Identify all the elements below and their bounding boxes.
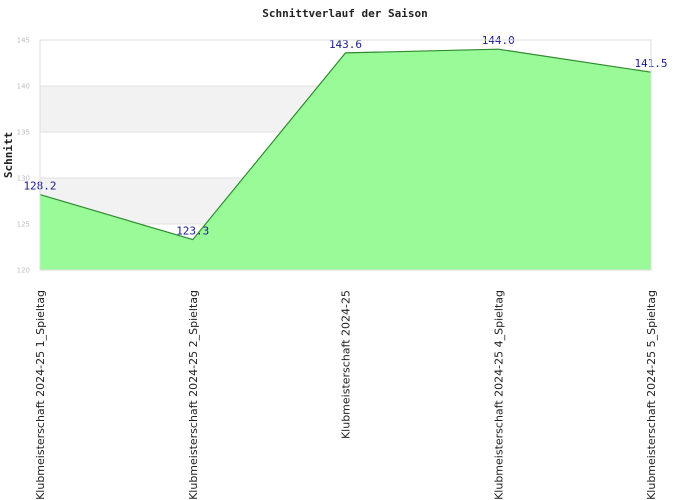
series-line [39, 48, 652, 241]
y-tick-label: 130 [17, 175, 30, 183]
y-tick-label: 140 [17, 83, 30, 91]
x-tick-label: Klubmeisterschaft 2024-25 [340, 290, 353, 439]
x-tick-label: Klubmeisterschaft 2024-25 5_Spieltag [645, 290, 658, 500]
plot-frame [39, 39, 652, 271]
y-tick-label: 120 [17, 267, 30, 275]
y-axis-label: Schnitt [2, 132, 15, 178]
data-label: 143.6 [329, 38, 362, 51]
y-tick-label: 125 [17, 221, 30, 229]
x-tick-label: Klubmeisterschaft 2024-25 4_Spieltag [492, 290, 505, 500]
chart-title: Schnittverlauf der Saison [262, 7, 428, 20]
x-ticks: Klubmeisterschaft 2024-25 1_Spieltag Klub… [34, 290, 658, 500]
data-label: 144.0 [482, 34, 515, 47]
x-tick-label: Klubmeisterschaft 2024-25 2_Spieltag [187, 290, 200, 500]
y-ticks: 120 125 130 135 140 145 [17, 37, 30, 275]
y-tick-label: 135 [17, 129, 30, 137]
area-fill [40, 49, 651, 271]
data-label: 123.3 [176, 225, 209, 238]
x-tick-label: Klubmeisterschaft 2024-25 1_Spieltag [34, 290, 47, 500]
y-tick-label: 145 [17, 37, 30, 45]
